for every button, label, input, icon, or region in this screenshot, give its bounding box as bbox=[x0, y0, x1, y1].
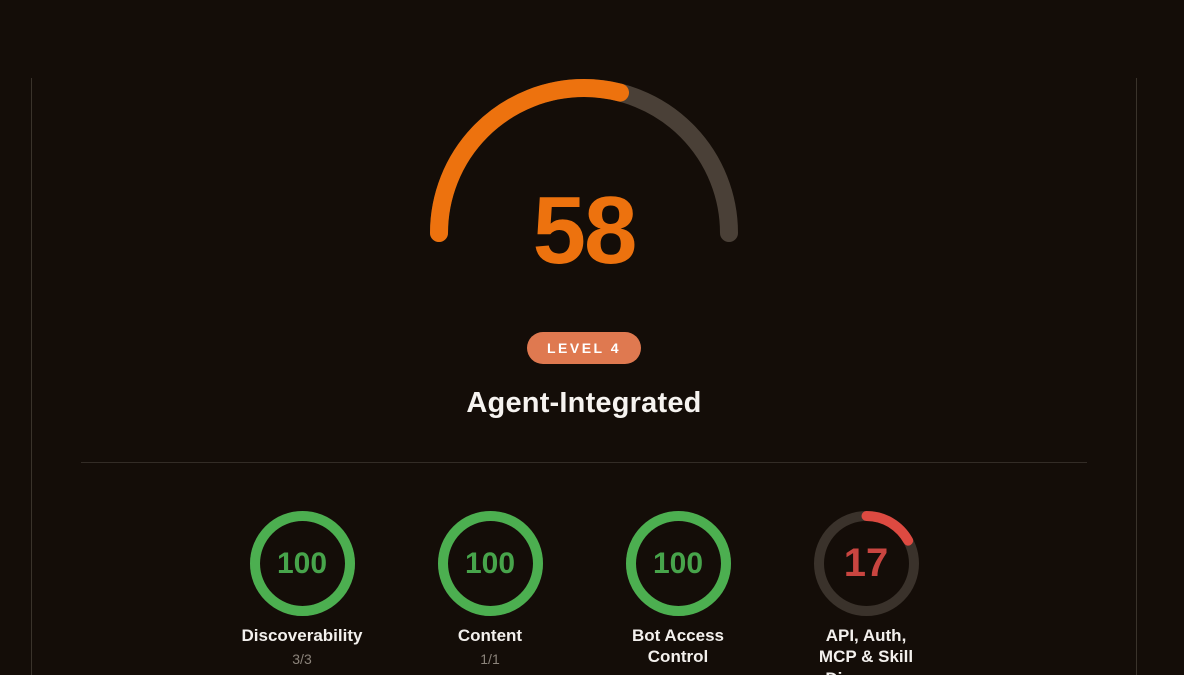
category-label: Bot Access Control bbox=[632, 626, 724, 667]
category-scores-row: 100 Discoverability 3/3 100 Content 1/1 bbox=[32, 511, 1136, 675]
ring-value-arc bbox=[249, 511, 355, 616]
section-divider bbox=[81, 462, 1087, 463]
maturity-title: Agent-Integrated bbox=[466, 387, 702, 419]
gauge-value-arc bbox=[430, 79, 738, 242]
ring-value-arc bbox=[437, 511, 543, 616]
category-score-value: 17 bbox=[843, 541, 889, 585]
category-label: API, Auth, MCP & Skill Discovery bbox=[818, 626, 914, 675]
bot-access-score-ring: 100 bbox=[625, 511, 731, 616]
category-label: Discoverability bbox=[241, 626, 363, 645]
category-api-auth-mcp-skill: 17 API, Auth, MCP & Skill Discovery bbox=[791, 511, 941, 675]
category-score-value: 100 bbox=[652, 546, 704, 580]
overall-score-value: 58 bbox=[532, 177, 638, 284]
category-content: 100 Content 1/1 bbox=[415, 511, 565, 675]
gauge-arc bbox=[430, 79, 738, 242]
category-score-value: 100 bbox=[276, 546, 328, 580]
score-panel: 58 LEVEL 4 Agent-Integrated 100 Discover… bbox=[31, 78, 1137, 675]
category-fraction: 1/1 bbox=[480, 651, 500, 668]
api-auth-score-ring: 17 bbox=[813, 511, 919, 616]
overall-score-gauge: 58 bbox=[424, 78, 744, 279]
category-fraction: 3/3 bbox=[292, 651, 312, 668]
category-label: Content bbox=[457, 626, 523, 645]
discoverability-score-ring: 100 bbox=[249, 511, 355, 616]
category-bot-access-control: 100 Bot Access Control bbox=[603, 511, 753, 675]
ring-value-arc bbox=[625, 511, 731, 616]
category-discoverability: 100 Discoverability 3/3 bbox=[227, 511, 377, 675]
level-badge: LEVEL 4 bbox=[526, 332, 642, 364]
content-score-ring: 100 bbox=[437, 511, 543, 616]
category-score-value: 100 bbox=[464, 546, 516, 580]
ring-value-arc bbox=[813, 511, 919, 616]
